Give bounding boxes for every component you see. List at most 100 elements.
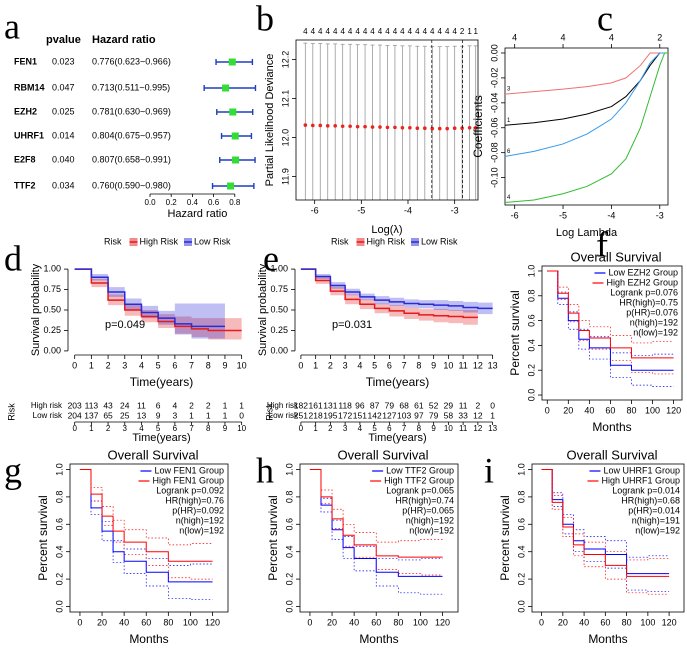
- y-tick-label: 11.9: [280, 168, 290, 185]
- x-tick-label: 8: [206, 360, 211, 370]
- cv-point: [408, 126, 412, 130]
- x-tick-label: 4: [357, 360, 362, 370]
- top-label: 4: [370, 27, 375, 36]
- x-tick-label: 40: [584, 405, 594, 415]
- cv-point: [340, 124, 345, 129]
- at-risk: 25: [120, 410, 130, 420]
- legend-label: Low Risk: [421, 236, 458, 246]
- x-axis-label: Time(years): [132, 432, 190, 444]
- statistic: Logrank p=0.076: [610, 287, 678, 297]
- top-label: 4: [423, 27, 428, 36]
- statistic: HR(high)=0.76: [165, 495, 224, 505]
- legend-label: High FEN1 Group: [152, 475, 224, 485]
- at-risk: 182: [294, 400, 308, 410]
- at-risk: 151: [353, 410, 367, 420]
- at-risk: 251: [294, 410, 308, 420]
- x-tick-label: 11: [458, 360, 467, 370]
- confidence-band: [74, 269, 225, 339]
- x-tick-label: 60: [141, 617, 151, 627]
- plot-frame: [295, 39, 479, 201]
- at-risk: 24: [120, 400, 130, 410]
- at-risk: 4: [172, 400, 177, 410]
- statistic: n(low)=192: [409, 525, 454, 535]
- y-tick-label: 0.2: [284, 573, 294, 586]
- y-axis-label: Percent survival: [508, 290, 522, 375]
- statistic: Logrank p=0.014: [612, 485, 680, 495]
- plot-frame: [69, 463, 229, 613]
- top-label: 4: [355, 27, 360, 36]
- cv-point: [325, 124, 330, 128]
- p-value: p=0.031: [332, 319, 372, 331]
- y-tick-label: 0.2: [526, 364, 536, 377]
- x-axis-label: Hazard ratio: [167, 208, 227, 220]
- legend-title: Risk: [331, 236, 349, 246]
- at-risk: 13: [137, 410, 147, 420]
- column-header: pvalue: [46, 34, 81, 46]
- gene-label: UHRF1: [14, 130, 44, 140]
- at-risk: 11: [137, 400, 146, 410]
- top-label: 4: [445, 27, 450, 36]
- y-tick-label: -0.04: [489, 93, 499, 114]
- x-tick-label: -4: [607, 210, 615, 220]
- table-tick-label: 6: [387, 424, 392, 433]
- at-risk: 2: [206, 400, 211, 410]
- hazard-ratio-label: 0.807(0.658~0.991): [92, 154, 171, 164]
- legend-title: Risk: [104, 236, 122, 246]
- statistic: n(low)=192: [179, 525, 224, 535]
- top-label: 4: [326, 27, 331, 36]
- panel-letter: d: [4, 238, 22, 278]
- table-tick-label: 0: [299, 424, 304, 433]
- table-title: Risk: [6, 403, 16, 421]
- top-tick-label: 4: [512, 32, 517, 42]
- at-risk: 97: [414, 410, 424, 420]
- plot-frame: [531, 463, 685, 613]
- x-tick-label: 80: [393, 617, 403, 627]
- plot-frame: [299, 463, 459, 613]
- chart-title: Overall Survival: [570, 249, 661, 264]
- top-label: 1: [467, 27, 472, 36]
- table-row-label: High risk: [31, 401, 63, 410]
- at-risk: 96: [355, 400, 365, 410]
- at-risk: 142: [368, 410, 382, 420]
- y-axis-label: Survival probability: [257, 263, 269, 356]
- at-risk: 79: [385, 400, 395, 410]
- y-tick-label: -0.06: [489, 117, 499, 138]
- panel-letter: g: [4, 450, 22, 490]
- y-tick-label: 12.0: [280, 129, 290, 147]
- x-tick-label: 3: [343, 360, 348, 370]
- legend-label: High Risk: [367, 236, 406, 246]
- pvalue: 0.034: [52, 180, 75, 190]
- confidence-band: [74, 269, 242, 340]
- cv-point: [423, 126, 427, 130]
- top-label: 4: [340, 27, 345, 36]
- coefficient-path: [504, 52, 668, 126]
- at-risk: 61: [414, 400, 424, 410]
- cv-point: [473, 126, 478, 130]
- column-header: Hazard ratio: [92, 34, 156, 46]
- x-axis-label: Log Lambda: [556, 227, 618, 239]
- statistic: p(HR)=0.014: [628, 505, 680, 515]
- confidence-line: [541, 469, 670, 558]
- x-tick-label: 40: [119, 617, 129, 627]
- top-tick-label: 2: [657, 32, 662, 42]
- y-tick-label: 0.75: [43, 284, 61, 294]
- top-label: 4: [452, 27, 457, 36]
- y-tick-label: 0.50: [43, 304, 61, 314]
- x-tick-label: 20: [558, 617, 568, 627]
- legend-label: High Risk: [140, 236, 179, 246]
- cv-point: [303, 123, 308, 127]
- statistic: p(HR)=0.065: [402, 505, 454, 515]
- at-risk: 1: [189, 410, 194, 420]
- survival-curve: [74, 268, 225, 328]
- confidence-line: [79, 469, 213, 601]
- y-tick-label: 0.50: [270, 304, 288, 314]
- survival-curve: [309, 468, 443, 577]
- x-tick-label: 40: [579, 617, 589, 627]
- y-tick-label: -0.02: [489, 68, 499, 89]
- x-axis-label: Months: [592, 420, 631, 434]
- table-tick-label: 5: [156, 424, 161, 433]
- at-risk: 52: [429, 400, 439, 410]
- x-tick-label: 100: [183, 617, 198, 627]
- at-risk: 131: [323, 400, 337, 410]
- at-risk: 1: [223, 410, 228, 420]
